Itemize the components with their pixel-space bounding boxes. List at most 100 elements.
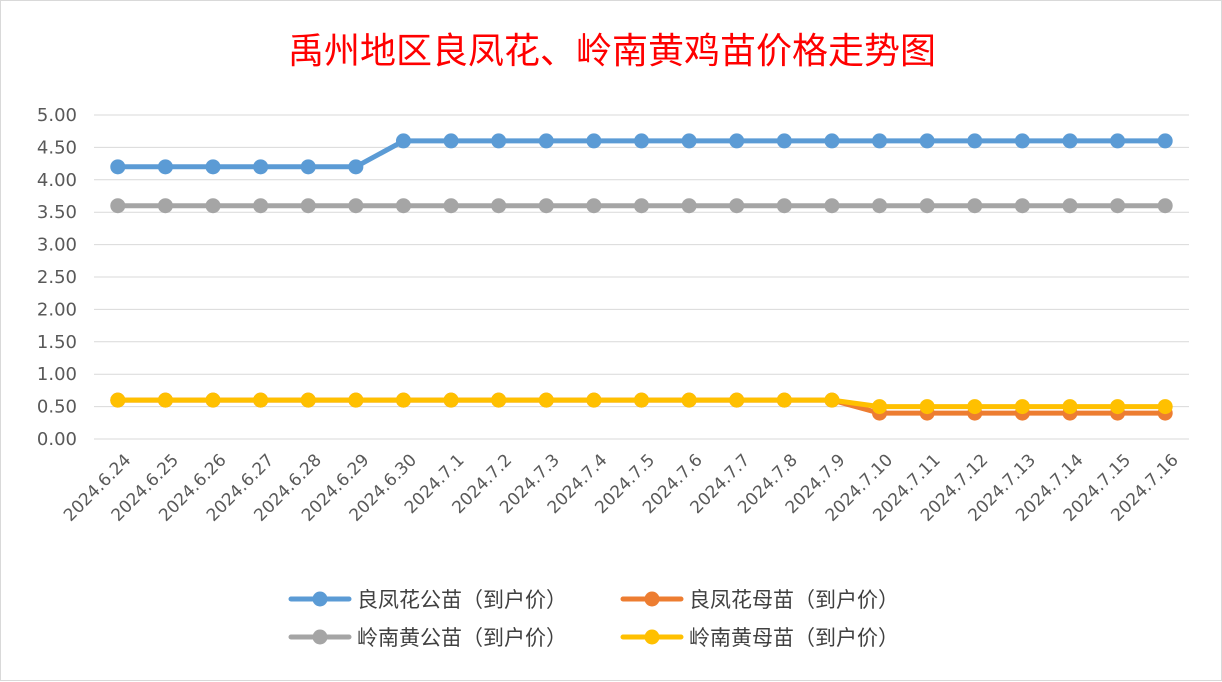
- chart-title: 禹州地区良凤花、岭南黄鸡苗价格走势图: [288, 31, 936, 72]
- data-point: [300, 392, 316, 408]
- data-point: [205, 198, 221, 214]
- x-axis-ticks: 2024.6.242024.6.252024.6.262024.6.272024…: [60, 450, 1183, 525]
- legend-label: 岭南黄母苗（到户价）: [689, 626, 899, 650]
- data-point: [872, 133, 888, 149]
- data-point: [1157, 198, 1173, 214]
- legend-label: 岭南黄公苗（到户价）: [357, 626, 567, 650]
- y-tick-label: 2.50: [37, 267, 77, 288]
- data-point: [967, 133, 983, 149]
- data-point: [110, 198, 126, 214]
- y-tick-label: 3.00: [37, 235, 77, 256]
- data-point: [538, 198, 554, 214]
- series-3: [110, 198, 1173, 214]
- data-point: [919, 133, 935, 149]
- data-point: [824, 198, 840, 214]
- data-point: [1062, 399, 1078, 415]
- data-point: [538, 133, 554, 149]
- data-point: [1157, 399, 1173, 415]
- data-point: [395, 198, 411, 214]
- data-point: [157, 198, 173, 214]
- series-group: [110, 133, 1173, 421]
- data-point: [1110, 399, 1126, 415]
- data-point: [776, 198, 792, 214]
- data-point: [824, 133, 840, 149]
- data-point: [157, 159, 173, 175]
- data-point: [729, 392, 745, 408]
- legend-item: 岭南黄母苗（到户价）: [620, 626, 899, 650]
- legend-marker: [312, 591, 328, 607]
- data-point: [1110, 198, 1126, 214]
- data-point: [1110, 133, 1126, 149]
- y-tick-label: 2.00: [37, 299, 77, 320]
- y-tick-label: 1.50: [37, 332, 77, 353]
- data-point: [538, 392, 554, 408]
- data-point: [300, 198, 316, 214]
- y-tick-label: 4.50: [37, 137, 77, 158]
- data-point: [967, 198, 983, 214]
- data-point: [681, 392, 697, 408]
- data-point: [205, 159, 221, 175]
- data-point: [395, 392, 411, 408]
- data-point: [253, 159, 269, 175]
- data-point: [1062, 133, 1078, 149]
- data-point: [729, 133, 745, 149]
- legend-item: 良凤花母苗（到户价）: [620, 588, 899, 612]
- data-point: [1062, 198, 1078, 214]
- data-point: [205, 392, 221, 408]
- data-point: [681, 198, 697, 214]
- gridlines: [94, 114, 1189, 440]
- legend-marker: [312, 629, 328, 645]
- series-1: [110, 133, 1173, 175]
- data-point: [348, 159, 364, 175]
- legend-marker: [644, 629, 660, 645]
- data-point: [776, 133, 792, 149]
- y-tick-label: 0.50: [37, 397, 77, 418]
- legend: 良凤花公苗（到户价） 良凤花母苗（到户价） 岭南黄公苗（到户价） 岭南黄母苗（到户价）: [288, 588, 899, 650]
- data-point: [491, 198, 507, 214]
- legend-item: 岭南黄公苗（到户价）: [288, 626, 567, 650]
- data-point: [348, 392, 364, 408]
- data-point: [110, 392, 126, 408]
- data-point: [348, 198, 364, 214]
- y-axis-ticks: 0.00 0.50 1.00 1.50 2.00 2.50 3.00 3.50 4.00 4.50…: [37, 105, 77, 450]
- data-point: [872, 399, 888, 415]
- data-point: [1157, 133, 1173, 149]
- data-point: [253, 392, 269, 408]
- data-point: [1014, 133, 1030, 149]
- data-point: [729, 198, 745, 214]
- data-point: [919, 399, 935, 415]
- legend-label: 良凤花公苗（到户价）: [357, 588, 567, 612]
- data-point: [919, 198, 935, 214]
- data-point: [110, 159, 126, 175]
- data-point: [586, 198, 602, 214]
- data-point: [634, 198, 649, 214]
- data-point: [586, 392, 602, 408]
- data-point: [300, 159, 316, 175]
- data-point: [634, 133, 649, 149]
- y-tick-label: 3.50: [37, 202, 77, 223]
- data-point: [824, 392, 840, 408]
- data-point: [253, 198, 269, 214]
- data-point: [443, 392, 459, 408]
- series-4: [110, 392, 1173, 415]
- data-point: [967, 399, 983, 415]
- y-tick-label: 5.00: [37, 105, 77, 126]
- data-point: [443, 198, 459, 214]
- y-tick-label: 0.00: [37, 429, 77, 450]
- y-tick-label: 1.00: [37, 364, 77, 385]
- data-point: [395, 133, 411, 149]
- data-point: [586, 133, 602, 149]
- data-point: [776, 392, 792, 408]
- data-point: [681, 133, 697, 149]
- legend-marker: [644, 591, 660, 607]
- data-point: [1014, 198, 1030, 214]
- data-point: [157, 392, 173, 408]
- legend-label: 良凤花母苗（到户价）: [689, 588, 899, 612]
- data-point: [491, 133, 507, 149]
- data-point: [491, 392, 507, 408]
- y-tick-label: 4.00: [37, 170, 77, 191]
- data-point: [634, 392, 649, 408]
- data-point: [443, 133, 459, 149]
